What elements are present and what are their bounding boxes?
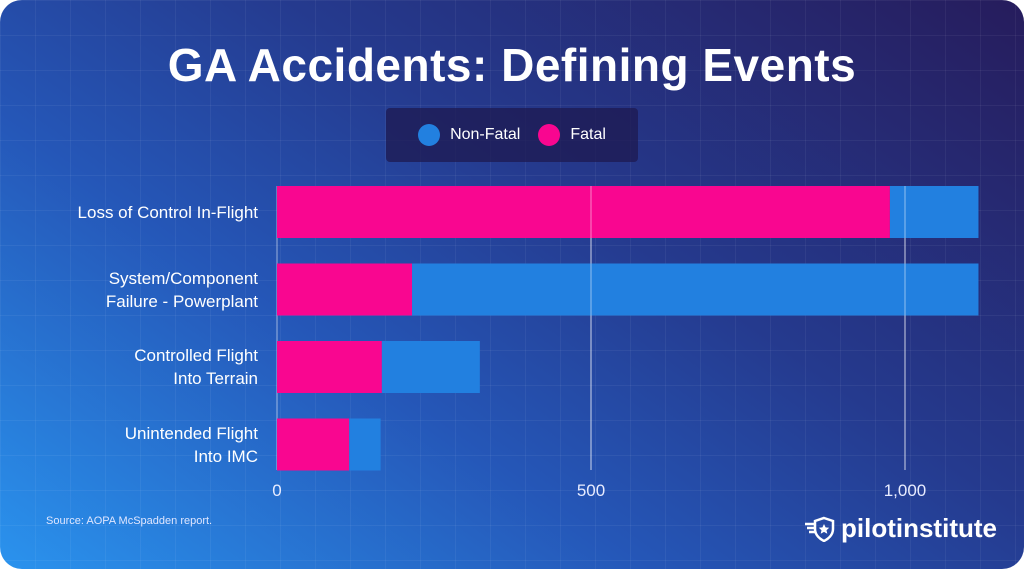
- bar-non-fatal: [381, 341, 480, 393]
- legend-swatch-fatal: [538, 124, 561, 146]
- bar-fatal: [277, 263, 413, 316]
- legend-item-fatal: Fatal: [538, 124, 606, 146]
- shield-star-wings-icon: [805, 516, 835, 542]
- logo-text: pilotinstitute: [841, 513, 997, 543]
- logo: pilotinstitute: [805, 513, 997, 544]
- category-label: Loss of Control In-Flight: [77, 202, 258, 222]
- legend: Non-Fatal Fatal: [386, 108, 638, 162]
- bar-non-fatal: [412, 263, 979, 316]
- legend-label: Non-Fatal: [450, 126, 521, 143]
- bar-fatal: [277, 341, 382, 393]
- x-tick-label: 500: [577, 481, 605, 500]
- bar-non-fatal: [889, 186, 979, 238]
- category-label: Controlled Flight Into Terrain: [134, 346, 258, 388]
- legend-label: Fatal: [570, 126, 606, 143]
- x-tick-label: 1,000: [884, 481, 927, 500]
- source-note: Source: AOPA McSpadden report.: [46, 515, 213, 527]
- x-tick-label: 0: [272, 481, 281, 500]
- chart-title: GA Accidents: Defining Events: [167, 39, 857, 91]
- bar-fatal: [277, 418, 350, 471]
- category-label: Unintended Flight Into IMC: [124, 423, 258, 466]
- legend-swatch-non-fatal: [418, 124, 441, 146]
- legend-item-non-fatal: Non-Fatal: [418, 124, 520, 146]
- bar-non-fatal: [349, 418, 381, 471]
- bar-fatal: [277, 186, 890, 238]
- category-label: System/Component Failure - Powerplant: [105, 268, 258, 311]
